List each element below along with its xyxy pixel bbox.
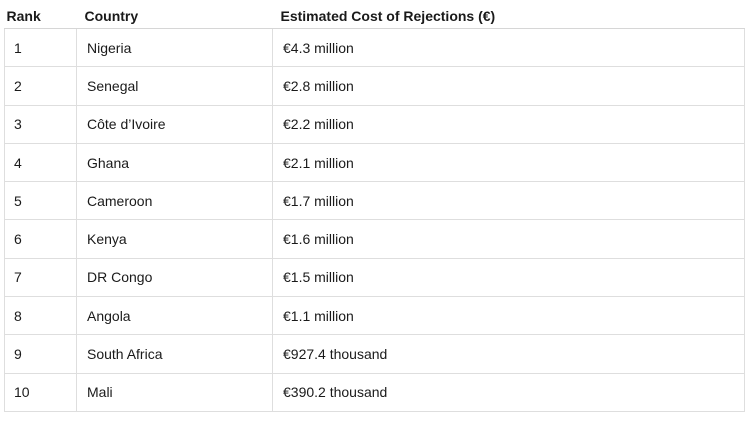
column-header-rank: Rank (4, 3, 77, 29)
cost-cell: €4.3 million (272, 27, 745, 68)
cost-cell: €2.2 million (272, 104, 745, 144)
country-cell: Angola (76, 296, 273, 336)
table-row: 8 Angola €1.1 million (4, 296, 745, 336)
rank-cell: 8 (4, 296, 77, 336)
cost-cell: €2.1 million (272, 142, 745, 183)
table-row: 10 Mali €390.2 thousand (4, 372, 745, 412)
table-row: 4 Ghana €2.1 million (4, 142, 745, 183)
table-row: 9 South Africa €927.4 thousand (4, 334, 745, 374)
cost-cell: €2.8 million (272, 66, 745, 106)
table-row: 3 Côte d’Ivoire €2.2 million (4, 104, 745, 144)
table-row: 6 Kenya €1.6 million (4, 219, 745, 259)
cost-cell: €1.5 million (272, 257, 745, 298)
cost-cell: €1.7 million (272, 181, 745, 221)
country-cell: Kenya (76, 219, 273, 259)
cost-cell: €390.2 thousand (272, 372, 745, 412)
rank-cell: 5 (4, 181, 77, 221)
header-row: Rank Country Estimated Cost of Rejection… (4, 3, 745, 29)
table-row: 5 Cameroon €1.7 million (4, 181, 745, 221)
country-cell: Cameroon (76, 181, 273, 221)
table-row: 1 Nigeria €4.3 million (4, 27, 745, 68)
table-row: 7 DR Congo €1.5 million (4, 257, 745, 298)
rank-cell: 7 (4, 257, 77, 298)
rejections-cost-table: Rank Country Estimated Cost of Rejection… (4, 3, 745, 412)
cost-cell: €1.1 million (272, 296, 745, 336)
rank-cell: 2 (4, 66, 77, 106)
rank-cell: 6 (4, 219, 77, 259)
country-cell: Mali (76, 372, 273, 412)
column-header-cost: Estimated Cost of Rejections (€) (272, 3, 745, 29)
rank-cell: 4 (4, 142, 77, 183)
country-cell: Ghana (76, 142, 273, 183)
rank-cell: 9 (4, 334, 77, 374)
country-cell: South Africa (76, 334, 273, 374)
cost-cell: €927.4 thousand (272, 334, 745, 374)
table-row: 2 Senegal €2.8 million (4, 66, 745, 106)
cost-cell: €1.6 million (272, 219, 745, 259)
country-cell: Nigeria (76, 27, 273, 68)
table-body: 1 Nigeria €4.3 million 2 Senegal €2.8 mi… (4, 27, 745, 412)
column-header-country: Country (76, 3, 273, 29)
table-header: Rank Country Estimated Cost of Rejection… (4, 3, 745, 29)
rank-cell: 3 (4, 104, 77, 144)
country-cell: Côte d’Ivoire (76, 104, 273, 144)
country-cell: Senegal (76, 66, 273, 106)
rank-cell: 10 (4, 372, 77, 412)
rank-cell: 1 (4, 27, 77, 68)
country-cell: DR Congo (76, 257, 273, 298)
